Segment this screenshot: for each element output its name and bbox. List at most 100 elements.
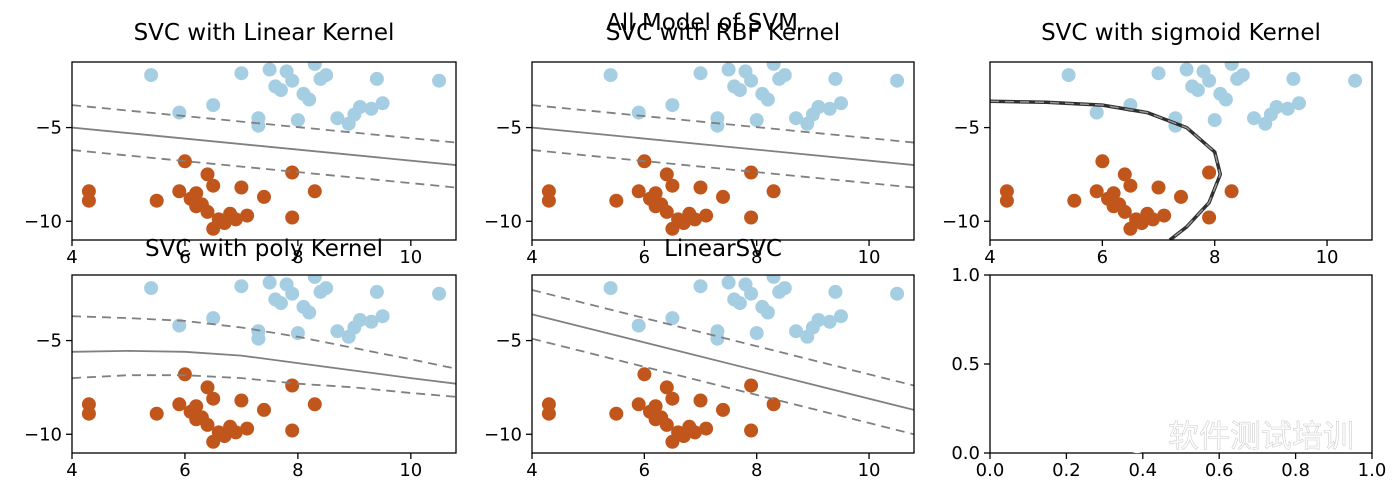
- data-point: [1190, 83, 1205, 98]
- wechat-icon: [1100, 417, 1151, 454]
- data-point: [766, 397, 781, 412]
- data-point: [648, 412, 663, 427]
- data-point: [302, 92, 317, 107]
- y-tick-label: −5: [953, 118, 980, 139]
- x-axis: 0.0 0.2 0.4 0.6 0.8 1.0: [976, 453, 1386, 481]
- data-point: [631, 318, 646, 333]
- data-point: [828, 284, 843, 299]
- y-tick-label: −10: [24, 424, 62, 445]
- data-point: [257, 189, 271, 204]
- data-point: [648, 186, 663, 201]
- data-point: [687, 212, 702, 227]
- data-point: [1151, 180, 1166, 195]
- y-axis: −5 −10: [24, 118, 72, 232]
- data-point: [665, 98, 680, 113]
- data-point: [149, 193, 164, 208]
- data-point: [353, 100, 367, 114]
- x-tick-label: 8: [751, 460, 762, 481]
- data-point: [234, 393, 249, 408]
- x-tick-label: 0.6: [1205, 460, 1234, 481]
- data-point: [744, 165, 759, 180]
- data-point: [200, 380, 215, 395]
- series-class-0: [144, 62, 447, 133]
- x-tick-label: 4: [66, 460, 77, 481]
- data-point: [760, 305, 775, 320]
- y-axis: −5 −10: [484, 331, 532, 445]
- x-tick-label: 10: [399, 460, 422, 481]
- data-point: [81, 406, 96, 421]
- data-point: [234, 180, 249, 195]
- data-point: [330, 324, 345, 339]
- series-class-1: [81, 367, 322, 449]
- data-point: [369, 284, 384, 299]
- data-point: [766, 275, 781, 284]
- y-tick-label: 0.0: [951, 443, 980, 464]
- data-point: [1292, 96, 1306, 111]
- data-point: [251, 118, 266, 133]
- data-point: [302, 305, 317, 320]
- data-point: [1174, 189, 1188, 204]
- data-point: [234, 279, 249, 294]
- data-point: [789, 324, 803, 339]
- data-point: [822, 101, 837, 116]
- decision-boundary: [990, 99, 1223, 240]
- x-tick-label: 8: [292, 460, 303, 481]
- data-point: [200, 417, 215, 432]
- data-point: [1089, 105, 1104, 120]
- data-point: [1145, 212, 1160, 227]
- data-point: [206, 391, 221, 406]
- data-point: [1348, 73, 1363, 88]
- data-point: [699, 421, 714, 436]
- data-point: [432, 73, 447, 88]
- data-point: [1286, 71, 1301, 86]
- series-class-0: [144, 275, 447, 346]
- data-point: [1218, 92, 1233, 107]
- x-tick-label: 6: [639, 247, 650, 268]
- x-tick-label: 8: [1209, 247, 1220, 268]
- x-tick-label: 8: [751, 247, 762, 268]
- data-point: [189, 199, 204, 214]
- data-point: [144, 281, 159, 296]
- data-point: [1061, 68, 1076, 83]
- data-point: [364, 314, 379, 329]
- y-tick-label: 0.5: [951, 354, 980, 375]
- data-point: [716, 402, 730, 417]
- data-point: [189, 412, 204, 427]
- margin-line-lower: [72, 149, 456, 189]
- margin-line-upper: [532, 289, 914, 387]
- margin-line-upper: [532, 104, 914, 144]
- margin-line-lower: [532, 149, 914, 189]
- data-point: [732, 296, 747, 311]
- data-point: [777, 281, 792, 296]
- data-point: [240, 421, 255, 436]
- x-axis: 4 6 8 10: [984, 240, 1339, 268]
- y-tick-label: −10: [484, 211, 522, 232]
- x-axis: 4 6 8 10: [66, 240, 422, 268]
- data-point: [285, 210, 300, 225]
- plot-area: [532, 62, 914, 236]
- data-point: [659, 167, 674, 182]
- data-point: [206, 311, 221, 326]
- data-point: [716, 189, 730, 204]
- data-point: [603, 68, 618, 83]
- y-tick-label: −10: [484, 424, 522, 445]
- data-point: [1207, 113, 1222, 128]
- subplot-title: SVC with sigmoid Kernel: [1041, 20, 1321, 46]
- data-point: [1202, 73, 1217, 88]
- x-tick-label: 10: [858, 460, 881, 481]
- data-point: [307, 184, 322, 199]
- data-point: [285, 378, 300, 393]
- data-point: [228, 212, 243, 227]
- subplot-title: SVC with RBF Kernel: [606, 20, 840, 46]
- data-point: [609, 193, 624, 208]
- x-axis: 4 6 8 10: [526, 453, 881, 481]
- data-point: [744, 286, 759, 301]
- data-point: [1247, 111, 1261, 126]
- subplot-title: LinearSVC: [664, 236, 782, 262]
- watermark: 软件测试培训: [1100, 417, 1354, 455]
- data-point: [760, 92, 775, 107]
- data-point: [189, 399, 204, 414]
- axes-frame: [71, 61, 457, 241]
- data-point: [172, 105, 187, 120]
- decision-boundary: [72, 315, 456, 398]
